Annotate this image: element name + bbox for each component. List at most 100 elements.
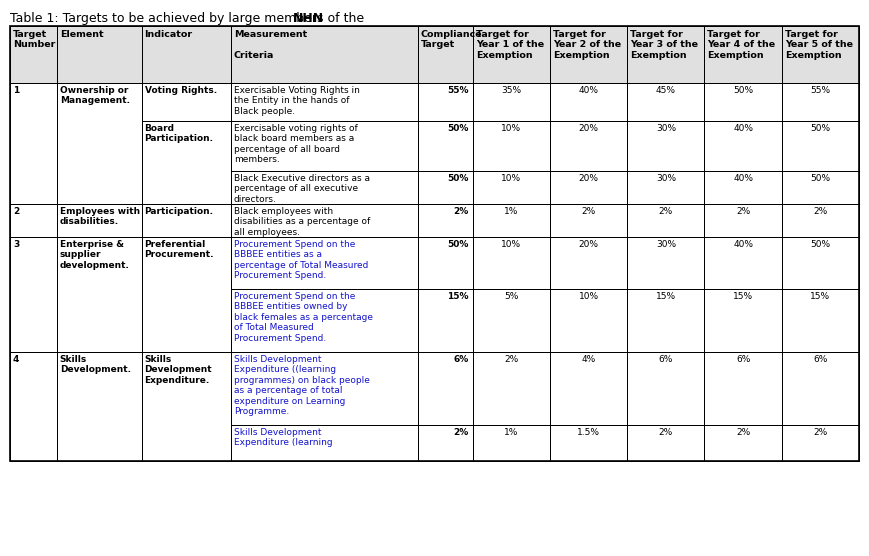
Text: 6%: 6% xyxy=(659,355,673,364)
Text: Exercisable Voting Rights in
the Entity in the hands of
Black people.: Exercisable Voting Rights in the Entity … xyxy=(234,86,360,116)
Bar xyxy=(142,83,231,121)
Bar xyxy=(231,171,417,204)
Text: 50%: 50% xyxy=(733,86,753,95)
Bar xyxy=(782,204,859,237)
Bar xyxy=(627,171,705,204)
Text: 15%: 15% xyxy=(448,292,468,301)
Text: Target
Number: Target Number xyxy=(13,30,56,49)
Bar xyxy=(782,289,859,352)
Bar xyxy=(417,425,473,461)
Bar xyxy=(142,352,231,461)
Bar xyxy=(417,237,473,289)
Text: 50%: 50% xyxy=(810,240,831,249)
Bar xyxy=(56,204,142,237)
Bar xyxy=(627,121,705,171)
Text: 6%: 6% xyxy=(736,355,750,364)
Text: 4: 4 xyxy=(13,355,19,364)
Bar xyxy=(627,204,705,237)
Bar xyxy=(231,204,417,237)
Bar xyxy=(782,26,859,83)
Bar xyxy=(473,171,550,204)
Bar xyxy=(10,204,56,237)
Bar xyxy=(142,121,231,204)
Bar xyxy=(782,352,859,425)
Bar xyxy=(231,204,417,237)
Text: 2%: 2% xyxy=(581,207,596,216)
Text: Indicator: Indicator xyxy=(144,30,193,39)
Bar xyxy=(142,425,231,461)
Bar xyxy=(231,237,417,289)
Text: Black employees with
disabilities as a percentage of
all employees.: Black employees with disabilities as a p… xyxy=(234,207,370,237)
Bar xyxy=(231,237,417,289)
Text: 30%: 30% xyxy=(656,240,676,249)
Text: 2%: 2% xyxy=(454,428,468,437)
Bar xyxy=(627,289,705,352)
Text: 40%: 40% xyxy=(733,124,753,133)
Text: 15%: 15% xyxy=(733,292,753,301)
Text: 50%: 50% xyxy=(810,124,831,133)
Bar xyxy=(231,121,417,171)
Bar xyxy=(56,26,142,83)
Bar xyxy=(231,352,417,425)
Bar xyxy=(627,83,705,121)
Text: 2%: 2% xyxy=(736,428,750,437)
Bar xyxy=(550,237,627,289)
Bar xyxy=(705,26,782,83)
Bar xyxy=(142,204,231,237)
Text: Skills
Development.: Skills Development. xyxy=(60,355,130,374)
Bar xyxy=(473,83,550,121)
Text: 20%: 20% xyxy=(579,124,599,133)
Text: 4%: 4% xyxy=(581,355,596,364)
Text: 2%: 2% xyxy=(813,428,827,437)
Bar xyxy=(10,237,56,352)
Text: 10%: 10% xyxy=(501,174,521,183)
Bar xyxy=(782,425,859,461)
Bar xyxy=(550,121,627,171)
Bar xyxy=(705,425,782,461)
Bar xyxy=(782,171,859,204)
Bar xyxy=(56,204,142,237)
Bar xyxy=(473,425,550,461)
Bar xyxy=(473,237,550,289)
Text: 1%: 1% xyxy=(504,428,519,437)
Bar xyxy=(231,83,417,121)
Bar xyxy=(550,26,627,83)
Text: Skills Development
Expenditure ((learning
programmes) on black people
as a perce: Skills Development Expenditure ((learnin… xyxy=(234,355,369,416)
Bar xyxy=(56,289,142,352)
Bar xyxy=(627,171,705,204)
Text: 40%: 40% xyxy=(579,86,599,95)
Bar xyxy=(417,171,473,204)
Bar xyxy=(10,237,56,352)
Bar xyxy=(417,204,473,237)
Text: 20%: 20% xyxy=(579,240,599,249)
Bar xyxy=(473,237,550,289)
Bar xyxy=(473,289,550,352)
Text: 3: 3 xyxy=(13,240,19,249)
Bar xyxy=(10,204,56,237)
Text: Compliance
Target: Compliance Target xyxy=(421,30,482,49)
Bar xyxy=(56,425,142,461)
Bar xyxy=(705,26,782,83)
Bar xyxy=(627,352,705,425)
Text: 30%: 30% xyxy=(656,124,676,133)
Bar xyxy=(473,352,550,425)
Text: 50%: 50% xyxy=(448,240,468,249)
Bar xyxy=(627,121,705,171)
Bar xyxy=(705,237,782,289)
Bar xyxy=(550,26,627,83)
Text: 1%: 1% xyxy=(504,207,519,216)
Bar xyxy=(417,289,473,352)
Text: 6%: 6% xyxy=(813,355,827,364)
Bar xyxy=(417,83,473,121)
Bar xyxy=(10,352,56,461)
Bar xyxy=(705,171,782,204)
Text: 2%: 2% xyxy=(813,207,827,216)
Bar xyxy=(56,204,142,237)
Bar xyxy=(10,26,859,461)
Bar xyxy=(142,237,231,352)
Text: Enterprise &
supplier
development.: Enterprise & supplier development. xyxy=(60,240,129,270)
Bar xyxy=(782,237,859,289)
Bar xyxy=(627,352,705,425)
Bar xyxy=(142,204,231,237)
Text: 50%: 50% xyxy=(448,124,468,133)
